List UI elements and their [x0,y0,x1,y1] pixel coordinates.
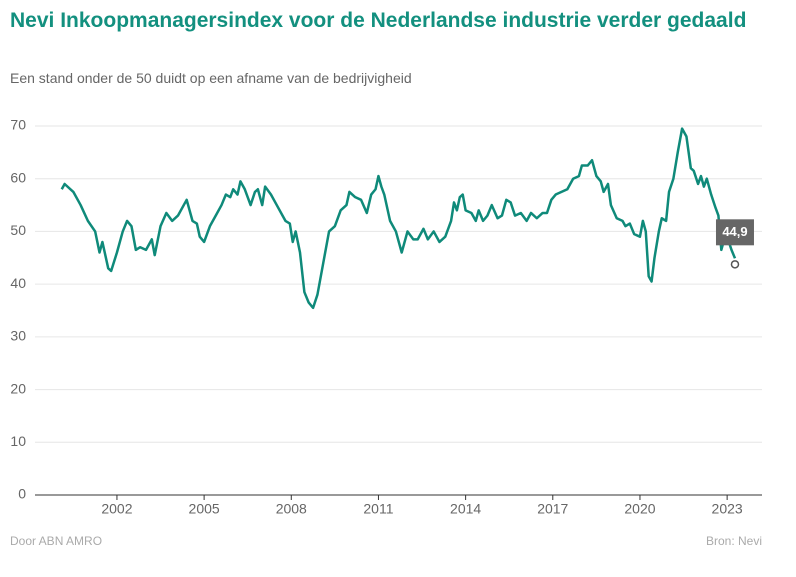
label-box [715,219,754,246]
y-tick-label: 0 [18,486,26,502]
y-tick-label: 10 [10,433,26,449]
x-tick-label: 2023 [712,501,743,517]
chart-subtitle: Een stand onder de 50 duidt op een afnam… [10,70,412,86]
x-tick-label: 2017 [537,501,568,517]
y-tick-label: 60 [10,169,26,185]
x-tick-label: 2002 [101,501,132,517]
y-tick-label: 40 [10,275,26,291]
x-tick-label: 2014 [450,501,481,517]
y-tick-label: 30 [10,328,26,344]
x-tick-label: 2008 [276,501,307,517]
last-point [730,260,740,269]
y-tick-label: 70 [10,117,26,133]
x-tick-label: 2011 [363,501,393,517]
y-tick-label: 20 [10,380,26,396]
value-label: 44,9 [722,224,747,239]
source: Bron: Nevi [705,534,762,548]
y-tick-label: 50 [10,222,26,238]
line-series [60,127,737,310]
x-tick-label: 2020 [624,501,655,517]
chart-title: Nevi Inkoopmanagersindex voor de Nederla… [10,9,747,32]
credit: Door ABN AMRO [10,534,103,548]
x-tick-label: 2005 [189,501,220,517]
